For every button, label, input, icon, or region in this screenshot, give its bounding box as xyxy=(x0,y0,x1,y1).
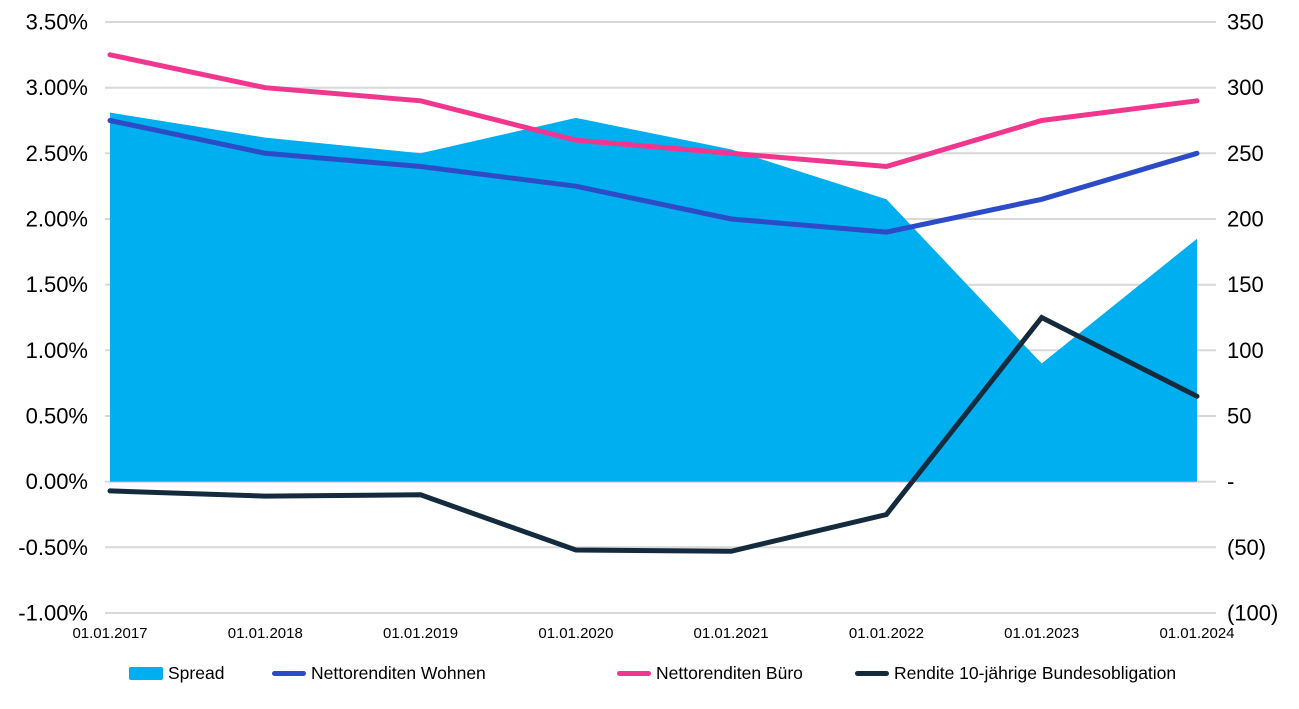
x-tick-label: 01.01.2021 xyxy=(694,625,769,642)
x-tick-label: 01.01.2020 xyxy=(538,625,613,642)
series-area-spread xyxy=(110,112,1197,482)
y-left-tick-label: 3.50% xyxy=(26,10,88,35)
y-axis-right-labels: 350 300 250 200 150 100 50 - (50) (100) xyxy=(1227,10,1278,626)
y-right-tick-label: 100 xyxy=(1227,338,1264,363)
y-left-tick-label: -0.50% xyxy=(18,535,88,560)
y-left-tick-label: 2.50% xyxy=(26,141,88,166)
x-tick-label: 01.01.2022 xyxy=(849,625,924,642)
series-line-nettorenditen-wohnen xyxy=(107,118,1200,235)
legend-line-icon xyxy=(272,670,306,676)
x-tick-label: 01.01.2024 xyxy=(1159,625,1234,642)
y-left-tick-label: 3.00% xyxy=(26,75,88,100)
y-right-tick-label: 250 xyxy=(1227,141,1264,166)
y-right-tick-label: (100) xyxy=(1227,601,1278,626)
y-left-tick-label: 0.50% xyxy=(26,404,88,429)
y-left-tick-label: 0.00% xyxy=(26,469,88,494)
series-line-rendite-10-j-hrige-bundesobligation xyxy=(107,314,1200,554)
y-left-tick-label: 1.50% xyxy=(26,272,88,297)
legend-item-nettorenditen-wohnen: Nettorenditen Wohnen xyxy=(272,659,486,687)
y-right-tick-label: 150 xyxy=(1227,272,1264,297)
y-left-tick-label: -1.00% xyxy=(18,601,88,626)
legend-item-nettorenditen-b-ro: Nettorenditen Büro xyxy=(617,659,803,687)
legend-item-rendite-10-j-hrige-bundesobligation: Rendite 10-jährige Bundesobligation xyxy=(855,659,1176,687)
series-line-nettorenditen-b-ro xyxy=(107,52,1200,170)
y-right-tick-label: 300 xyxy=(1227,75,1264,100)
x-tick-label: 01.01.2019 xyxy=(383,625,458,642)
x-axis-labels: 01.01.2017 01.01.2018 01.01.2019 01.01.2020… xyxy=(72,625,1234,642)
legend-label: Spread xyxy=(168,662,225,683)
y-right-tick-label: 350 xyxy=(1227,10,1264,35)
y-right-tick-label: - xyxy=(1227,469,1234,494)
legend-line-icon xyxy=(855,670,889,676)
y-left-tick-label: 1.00% xyxy=(26,338,88,363)
legend-label: Nettorenditen Büro xyxy=(656,662,803,683)
y-left-tick-label: 2.00% xyxy=(26,207,88,232)
y-right-tick-label: 50 xyxy=(1227,404,1251,429)
legend-line-icon xyxy=(617,670,651,676)
y-right-tick-label: (50) xyxy=(1227,535,1266,560)
legend-item-spread: Spread xyxy=(129,659,224,687)
legend-swatch-icon xyxy=(129,666,163,680)
y-axis-left-labels: 3.50% 3.00% 2.50% 2.00% 1.50% 1.00% 0.50% 0.00%… xyxy=(18,10,88,626)
x-tick-label: 01.01.2023 xyxy=(1004,625,1079,642)
chart-legend: Spread Nettorenditen Wohnen Nettorenditen … xyxy=(0,659,1299,687)
x-tick-label: 01.01.2017 xyxy=(72,625,147,642)
x-tick-label: 01.01.2018 xyxy=(228,625,303,642)
legend-label: Nettorenditen Wohnen xyxy=(311,662,486,683)
legend-label: Rendite 10-jährige Bundesobligation xyxy=(894,662,1177,683)
y-right-tick-label: 200 xyxy=(1227,207,1264,232)
